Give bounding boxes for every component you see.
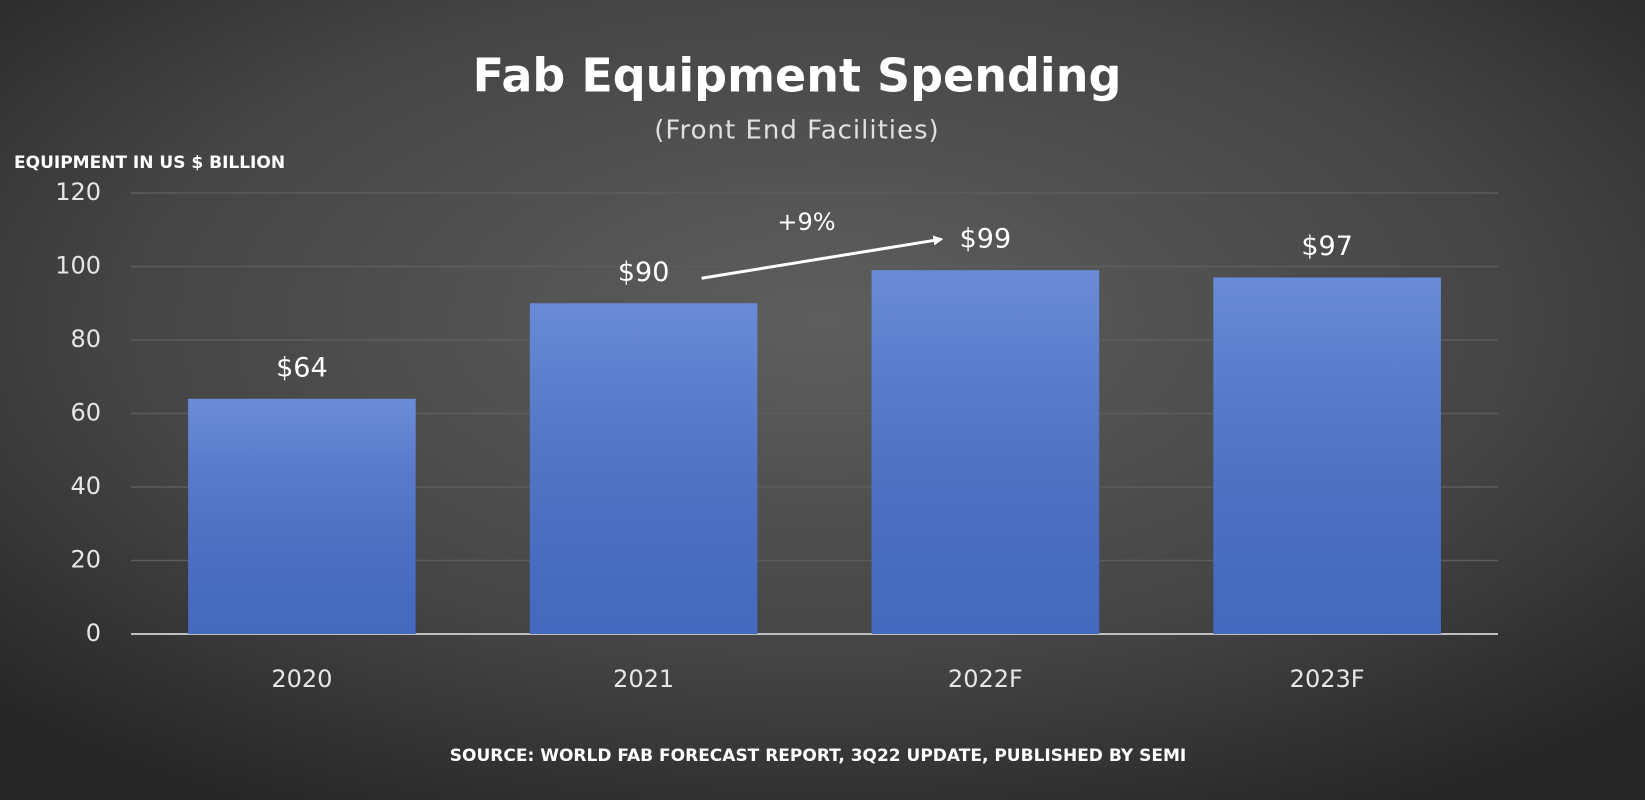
value-label: $99	[960, 224, 1012, 255]
value-label: $90	[618, 257, 670, 288]
value-label: $97	[1301, 231, 1353, 262]
y-axis-label: EQUIPMENT IN US $ BILLION	[14, 153, 285, 173]
y-tick-label: 0	[86, 619, 101, 647]
annotation-arrow	[701, 235, 944, 280]
y-tick-label: 60	[70, 399, 101, 427]
y-tick-label: 80	[70, 325, 101, 353]
x-tick-label: 2023F	[1290, 665, 1365, 693]
bar-shade	[529, 303, 758, 634]
y-tick-label: 100	[55, 252, 101, 280]
chart-subtitle: (Front End Facilities)	[654, 116, 939, 146]
x-tick-label: 2022F	[948, 665, 1023, 693]
bar-shade	[188, 398, 416, 634]
x-tick-label: 2020	[271, 665, 332, 693]
y-tick-label: 120	[55, 178, 101, 206]
source-note: SOURCE: WORLD FAB FORECAST REPORT, 3Q22 …	[450, 746, 1186, 766]
x-tick-label: 2021	[613, 665, 674, 693]
bar-shade	[1213, 277, 1441, 634]
y-tick-label: 40	[70, 472, 101, 500]
value-label: $64	[276, 352, 328, 383]
annotation: +9%	[777, 208, 835, 236]
chart-title: Fab Equipment Spending	[473, 49, 1122, 103]
bar-shade	[871, 270, 1100, 634]
y-tick-label: 20	[70, 546, 101, 574]
